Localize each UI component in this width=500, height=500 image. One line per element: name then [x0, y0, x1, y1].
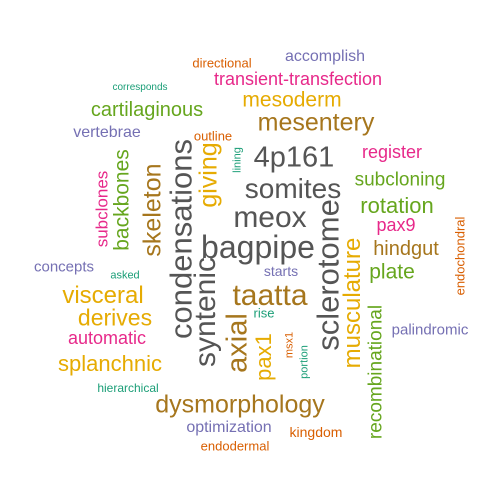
- word-hierarchical: hierarchical: [97, 381, 159, 395]
- word-accomplish: accomplish: [284, 48, 366, 65]
- word-taatta: taatta: [232, 279, 308, 312]
- word-syntenic: syntenic: [189, 256, 222, 368]
- word-vertebrae: vertebrae: [73, 124, 141, 141]
- word-cartilaginous: cartilaginous: [90, 99, 204, 121]
- word-bagpipe: bagpipe: [201, 229, 315, 265]
- word-concepts: concepts: [33, 258, 95, 276]
- word-somites: somites: [244, 173, 342, 204]
- word-skeleton: skeleton: [138, 163, 167, 257]
- word-mesoderm: mesoderm: [242, 88, 342, 112]
- word-backbones: backbones: [110, 149, 134, 251]
- word-palindromic: palindromic: [391, 321, 469, 339]
- word-automatic: automatic: [67, 328, 147, 348]
- word-giving: giving: [194, 142, 223, 208]
- word-register: register: [361, 142, 423, 162]
- word-axial: axial: [221, 313, 254, 373]
- word-endodermal: endodermal: [200, 438, 270, 454]
- word-lining: lining: [231, 147, 244, 173]
- word-dysmorphology: dysmorphology: [155, 390, 325, 419]
- word-hindgut: hindgut: [373, 238, 439, 260]
- word-mesentery: mesentery: [257, 108, 375, 137]
- word-meox: meox: [233, 201, 307, 234]
- word-subclones: subclones: [92, 170, 112, 248]
- word-outline: outline: [193, 128, 233, 144]
- word-splanchnic: splanchnic: [58, 351, 162, 376]
- word-derives: derives: [77, 304, 153, 331]
- word-portion: portion: [298, 345, 311, 379]
- word-asked: asked: [110, 269, 140, 282]
- word-pax9: pax9: [376, 215, 416, 235]
- word-rotation: rotation: [360, 193, 434, 218]
- word-4p161: 4p161: [253, 141, 335, 174]
- word-starts: starts: [263, 263, 299, 279]
- word-msx1: msx1: [283, 331, 296, 359]
- word-subcloning: subcloning: [354, 169, 446, 191]
- word-kingdom: kingdom: [289, 424, 343, 440]
- word-endochondral: endochondral: [452, 216, 468, 296]
- word-visceral: visceral: [62, 282, 144, 309]
- word-transient-transfection: transient-transfection: [213, 69, 383, 89]
- word-recombinational: recombinational: [365, 304, 387, 440]
- word-plate: plate: [369, 260, 415, 284]
- word-rise: rise: [253, 305, 275, 321]
- word-directional: directional: [192, 55, 252, 71]
- word-musculature: musculature: [339, 237, 366, 369]
- word-pax1: pax1: [251, 333, 276, 381]
- word-corresponds: corresponds: [112, 82, 168, 93]
- word-optimization: optimization: [186, 419, 272, 436]
